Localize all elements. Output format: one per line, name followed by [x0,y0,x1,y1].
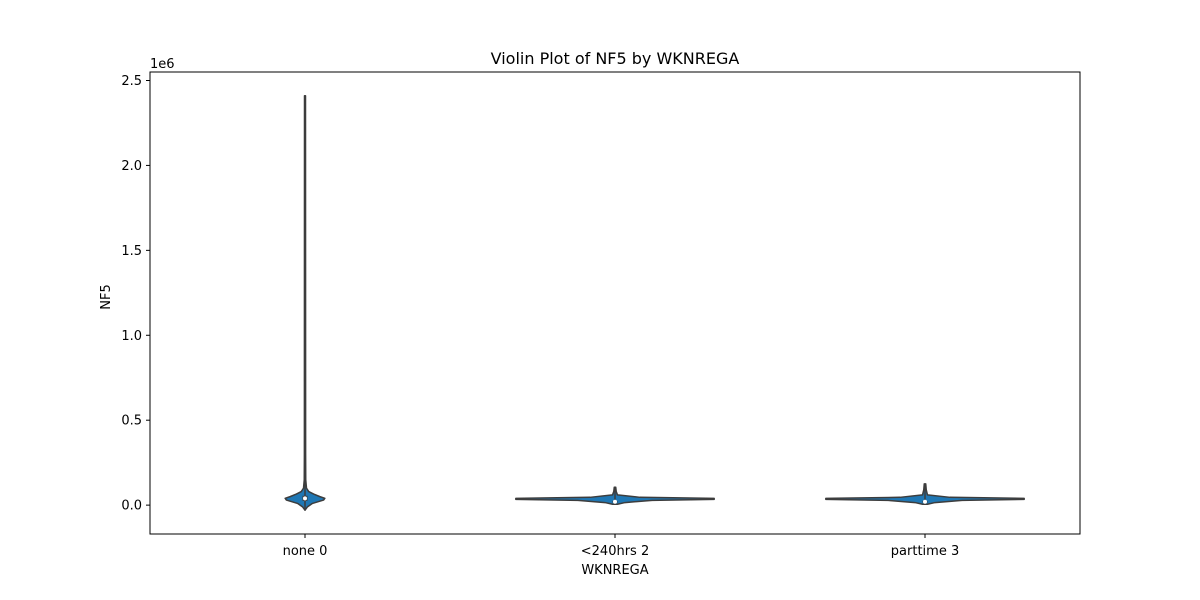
x-tick-label: parttime 3 [891,544,959,559]
y-tick-label: 0.5 [121,414,142,429]
violin-median [303,496,307,501]
x-tick-label: none 0 [283,544,328,559]
violin-3 [825,483,1025,506]
y-tick-label: 2.5 [121,74,142,89]
violin-2 [515,486,715,506]
violin-median [613,499,617,504]
violins-layer [284,95,1025,511]
violin-1 [284,95,326,511]
x-axis: none 0 <240hrs 2 parttime 3 [283,534,959,559]
violin-median [923,499,927,504]
x-tick-label: <240hrs 2 [581,544,649,559]
y-axis-label: NF5 [99,284,114,309]
chart-title: Violin Plot of NF5 by WKNREGA [491,49,740,68]
y-tick-label: 1.0 [121,329,142,344]
y-offset-text: 1e6 [150,57,175,72]
y-axis: 0.0 0.5 1.0 1.5 2.0 2.5 [121,74,150,514]
x-axis-label: WKNREGA [581,563,648,578]
y-tick-label: 1.5 [121,244,142,259]
y-tick-label: 0.0 [121,499,142,514]
y-tick-label: 2.0 [121,159,142,174]
